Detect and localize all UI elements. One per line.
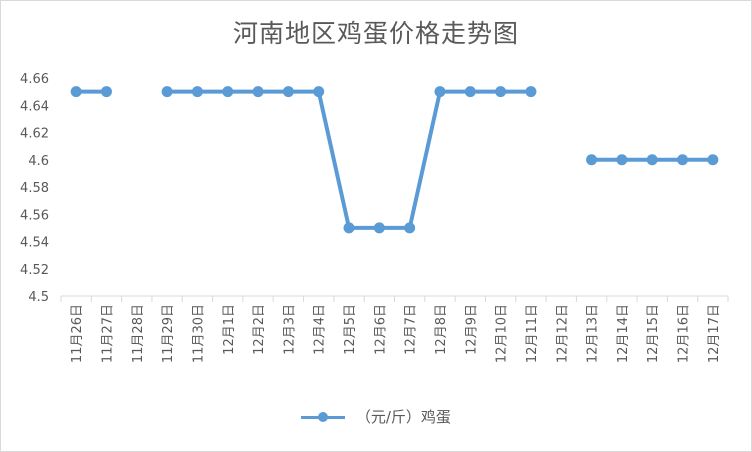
y-tick-label: 4.52 xyxy=(20,263,49,278)
data-point xyxy=(100,86,112,98)
x-tick-label: 12月3日 xyxy=(282,304,297,355)
x-tick-label: 12月16日 xyxy=(677,304,692,363)
x-tick-label: 11月29日 xyxy=(161,304,176,363)
data-point xyxy=(313,86,325,98)
y-tick-label: 4.5 xyxy=(28,290,49,305)
x-tick-label: 12月11日 xyxy=(525,304,540,363)
x-tick-label: 12月8日 xyxy=(434,304,449,355)
x-tick-label: 12月14日 xyxy=(616,304,631,363)
data-point xyxy=(495,86,507,98)
data-point xyxy=(646,154,658,166)
y-tick-label: 4.58 xyxy=(20,181,49,196)
data-point xyxy=(616,154,628,166)
data-point xyxy=(252,86,264,98)
data-point xyxy=(434,86,446,98)
x-tick-label: 12月15日 xyxy=(646,304,661,363)
data-point xyxy=(282,86,294,98)
data-point xyxy=(707,154,719,166)
y-tick-label: 4.56 xyxy=(20,208,49,223)
x-tick-label: 12月7日 xyxy=(404,304,419,355)
data-point xyxy=(191,86,203,98)
x-tick-label: 12月9日 xyxy=(464,304,479,355)
legend-dot xyxy=(318,411,329,422)
data-point xyxy=(677,154,689,166)
data-point xyxy=(222,86,234,98)
x-tick-label: 12月13日 xyxy=(586,304,601,363)
legend-label: （元/斤）鸡蛋 xyxy=(355,408,451,426)
data-point xyxy=(525,86,537,98)
x-tick-label: 12月17日 xyxy=(707,304,722,363)
y-tick-label: 4.6 xyxy=(28,154,49,169)
x-tick-label: 12月6日 xyxy=(373,304,388,355)
data-point xyxy=(404,222,416,234)
y-tick-label: 4.62 xyxy=(20,127,49,142)
legend-marker xyxy=(301,410,346,424)
chart-title: 河南地区鸡蛋价格走势图 xyxy=(232,19,519,48)
data-point xyxy=(343,222,355,234)
x-tick-label: 11月27日 xyxy=(100,304,115,363)
data-point xyxy=(70,86,82,98)
x-tick-label: 12月5日 xyxy=(343,304,358,355)
x-tick-label: 12月2日 xyxy=(252,304,267,355)
y-tick-label: 4.64 xyxy=(20,99,49,114)
x-tick-label: 12月1日 xyxy=(222,304,237,355)
x-tick-label: 12月12日 xyxy=(555,304,570,363)
x-tick-label: 11月30日 xyxy=(191,304,206,363)
y-tick-label: 4.54 xyxy=(20,236,49,251)
x-tick-label: 12月10日 xyxy=(495,304,510,363)
x-tick-label: 12月4日 xyxy=(313,304,328,355)
legend: （元/斤）鸡蛋 xyxy=(0,406,752,427)
data-point xyxy=(586,154,598,166)
x-tick-label: 11月28日 xyxy=(131,304,146,363)
data-point xyxy=(373,222,385,234)
data-point xyxy=(161,86,173,98)
data-point xyxy=(464,86,476,98)
x-tick-label: 11月26日 xyxy=(70,304,85,363)
y-tick-label: 4.66 xyxy=(20,72,49,87)
series-line-segment xyxy=(165,89,533,230)
